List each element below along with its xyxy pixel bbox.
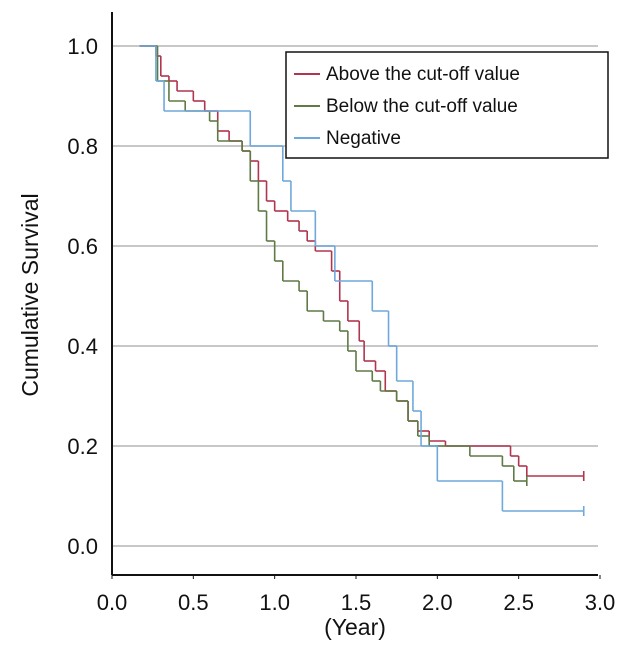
y-tick-label: 0.0 [67, 534, 98, 559]
x-tick-label: 1.0 [259, 590, 290, 615]
x-tick-label: 0.0 [97, 590, 128, 615]
x-axis-label: (Year) [324, 614, 386, 640]
x-tick-label: 3.0 [585, 590, 616, 615]
legend-label: Negative [326, 128, 401, 149]
legend-label: Below the cut-off value [326, 96, 518, 117]
legend-box [285, 51, 609, 159]
y-tick-label: 0.4 [67, 334, 98, 359]
x-tick-label: 2.0 [422, 590, 453, 615]
y-axis-label: Cumulative Survival [17, 193, 43, 396]
x-tick-label: 2.5 [503, 590, 534, 615]
y-tick-label: 0.2 [67, 434, 98, 459]
y-tick-label: 0.6 [67, 234, 98, 259]
x-tick-label: 1.5 [341, 590, 372, 615]
x-tick-label: 0.5 [178, 590, 209, 615]
series [139, 45, 585, 516]
y-tick-label: 1.0 [67, 34, 98, 59]
y-tick-label: 0.8 [67, 134, 98, 159]
legend-label: Above the cut-off value [326, 64, 520, 85]
